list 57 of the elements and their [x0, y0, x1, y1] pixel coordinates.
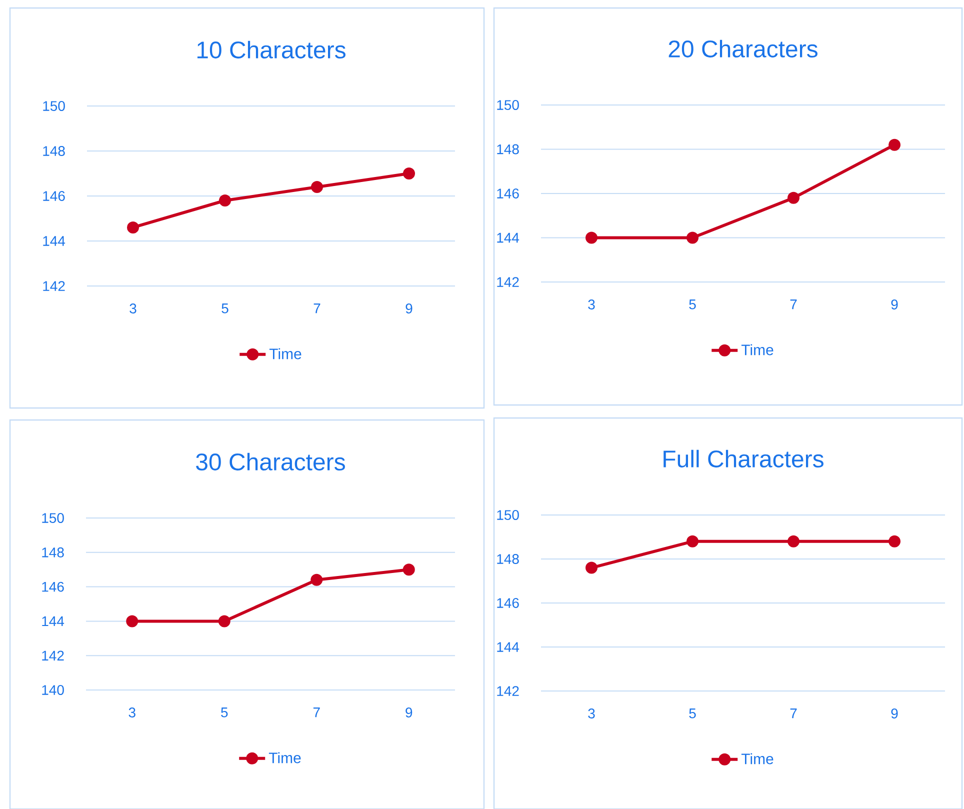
- y-tick-label: 146: [497, 188, 519, 198]
- x-tick-label: 3: [588, 708, 595, 718]
- x-tick-label: 5: [221, 708, 228, 718]
- x-tick-label: 7: [313, 708, 320, 718]
- point: [127, 221, 139, 234]
- y-tick-label: 148: [43, 146, 65, 156]
- x-tick-label: 5: [222, 304, 228, 314]
- y-tick-label: 144: [43, 236, 66, 246]
- x-tick-label: 9: [406, 304, 412, 314]
- point: [310, 574, 323, 586]
- point: [311, 181, 323, 193]
- x-tick-label: 9: [891, 708, 898, 718]
- y-tick-label: 144: [497, 642, 520, 652]
- y-tick-label: 148: [497, 554, 519, 564]
- y-tick-label: 146: [42, 582, 64, 592]
- x-tick-label: 3: [588, 300, 595, 310]
- point: [219, 194, 231, 206]
- chart-title: 10 Characters: [197, 40, 346, 58]
- legend-label: Time: [741, 344, 774, 356]
- y-tick-label: 148: [42, 547, 64, 558]
- legend-label: Time: [741, 753, 774, 764]
- point: [888, 138, 901, 151]
- y-tick-label: 140: [42, 685, 64, 695]
- x-tick-label: 3: [128, 708, 136, 718]
- x-tick-label: 7: [314, 304, 320, 314]
- point: [686, 232, 699, 244]
- chart-title: 20 Characters: [668, 40, 818, 58]
- x-tick-label: 9: [406, 708, 412, 718]
- point: [126, 615, 138, 628]
- y-tick-label: 150: [497, 510, 519, 520]
- y-tick-label: 142: [42, 650, 64, 660]
- chart-title: 30 Characters: [196, 452, 345, 470]
- y-tick-label: 148: [497, 144, 519, 154]
- y-tick-label: 144: [497, 232, 520, 243]
- point: [788, 192, 800, 204]
- legend-label: Time: [269, 348, 302, 360]
- y-tick-label: 142: [43, 281, 65, 291]
- y-tick-label: 150: [497, 100, 519, 110]
- legend-label: Time: [268, 752, 301, 764]
- x-tick-label: 7: [790, 300, 797, 310]
- y-tick-label: 146: [497, 598, 519, 608]
- y-tick-label: 142: [497, 686, 519, 696]
- point: [402, 564, 415, 576]
- y-tick-label: 144: [42, 616, 64, 626]
- point: [403, 168, 415, 180]
- point: [218, 615, 230, 628]
- x-tick-label: 9: [891, 300, 898, 310]
- y-tick-label: 146: [43, 191, 65, 201]
- y-tick-label: 150: [43, 101, 65, 111]
- y-tick-label: 142: [497, 277, 519, 287]
- x-tick-label: 5: [689, 708, 696, 718]
- x-tick-label: 3: [130, 304, 136, 314]
- y-tick-label: 150: [42, 513, 64, 523]
- chart-title: Full Characters: [664, 450, 824, 468]
- point: [586, 232, 598, 244]
- x-tick-label: 7: [790, 708, 797, 718]
- x-tick-label: 5: [689, 300, 696, 310]
